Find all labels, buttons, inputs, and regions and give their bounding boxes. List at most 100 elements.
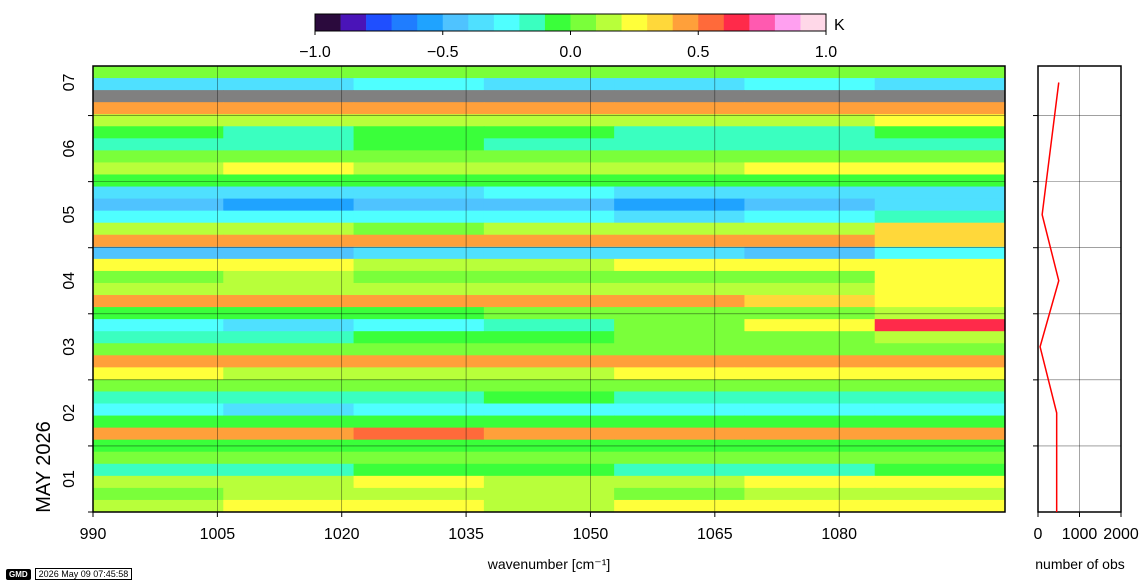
heatmap-cell bbox=[744, 90, 876, 103]
colorbar-swatch bbox=[493, 14, 520, 31]
heatmap-cell bbox=[874, 270, 1006, 284]
heatmap-cell bbox=[614, 90, 745, 103]
heatmap-cell bbox=[223, 174, 355, 188]
heatmap-cell bbox=[483, 186, 615, 200]
heatmap-cell bbox=[93, 222, 224, 236]
heatmap-cell bbox=[483, 475, 615, 489]
heatmap-cell bbox=[874, 451, 1006, 465]
heatmap-cell bbox=[483, 174, 615, 188]
heatmap-cell bbox=[744, 427, 876, 441]
heatmap-cell bbox=[483, 198, 615, 212]
heatmap-cell bbox=[874, 331, 1006, 344]
colorbar-swatch bbox=[417, 14, 444, 31]
colorbar-swatch bbox=[442, 14, 469, 31]
heatmap-cell bbox=[223, 295, 355, 308]
heatmap-cell bbox=[483, 319, 615, 332]
heatmap-cell bbox=[93, 66, 224, 79]
heatmap-cell bbox=[874, 78, 1006, 91]
heatmap-cell bbox=[93, 427, 224, 441]
y-tick-label: 03 bbox=[61, 338, 78, 356]
heatmap-cell bbox=[614, 246, 745, 260]
heatmap-cell bbox=[483, 210, 615, 224]
heatmap-cell bbox=[483, 367, 615, 380]
heatmap-cell bbox=[874, 198, 1006, 212]
heatmap-cell bbox=[744, 210, 876, 224]
heatmap-cell bbox=[744, 102, 876, 115]
heatmap-cell bbox=[614, 114, 745, 127]
heatmap-cell bbox=[744, 186, 876, 200]
heatmap-cell bbox=[93, 367, 224, 380]
heatmap-cell bbox=[353, 343, 485, 356]
heatmap-cell bbox=[483, 307, 615, 320]
heatmap-cell bbox=[223, 162, 355, 175]
colorbar-swatch bbox=[544, 14, 571, 31]
heatmap-cell bbox=[614, 415, 745, 429]
heatmap-cell bbox=[744, 391, 876, 405]
heatmap-cell bbox=[223, 367, 355, 380]
heatmap-cell bbox=[614, 66, 745, 79]
heatmap-cell bbox=[93, 415, 224, 429]
heatmap-cell bbox=[744, 403, 876, 417]
heatmap-cell bbox=[93, 343, 224, 356]
heatmap-cell bbox=[614, 355, 745, 368]
heatmap-cell bbox=[874, 66, 1006, 79]
heatmap-cell bbox=[744, 258, 876, 272]
heatmap-cell bbox=[483, 78, 615, 91]
heatmap-cell bbox=[744, 343, 876, 356]
heatmap-cell bbox=[223, 138, 355, 151]
heatmap-cell bbox=[614, 391, 745, 405]
y-tick-label: 06 bbox=[61, 140, 78, 158]
heatmap-cell bbox=[614, 174, 745, 188]
heatmap-cell bbox=[353, 270, 485, 284]
heatmap-cell bbox=[223, 270, 355, 284]
heatmap-cell bbox=[614, 282, 745, 296]
x-tick-label: 1065 bbox=[697, 526, 733, 543]
heatmap-cell bbox=[353, 415, 485, 429]
heatmap-cell bbox=[744, 78, 876, 91]
heatmap-cell bbox=[223, 246, 355, 260]
heatmap-cell bbox=[353, 78, 485, 91]
heatmap-cell bbox=[223, 258, 355, 272]
colorbar-swatch bbox=[391, 14, 418, 31]
heatmap-cell bbox=[223, 343, 355, 356]
heatmap-cell bbox=[744, 222, 876, 236]
colorbar-swatch bbox=[315, 14, 341, 31]
heatmap-cell bbox=[93, 379, 224, 392]
heatmap-cell bbox=[874, 463, 1006, 477]
heatmap-cell bbox=[223, 319, 355, 332]
heatmap-cell bbox=[353, 66, 485, 79]
heatmap-cell bbox=[353, 282, 485, 296]
heatmap-cell bbox=[744, 487, 876, 501]
obs-axis-label: number of obs bbox=[1035, 556, 1125, 572]
heatmap-cell bbox=[93, 307, 224, 320]
heatmap-cell bbox=[223, 487, 355, 501]
heatmap-cell bbox=[93, 78, 224, 91]
heatmap-cell bbox=[353, 246, 485, 260]
heatmap-cell bbox=[93, 391, 224, 405]
heatmap-cell bbox=[93, 174, 224, 188]
heatmap-cell bbox=[874, 138, 1006, 151]
heatmap-cell bbox=[483, 403, 615, 417]
heatmap-cell bbox=[744, 270, 876, 284]
heatmap-cell bbox=[93, 210, 224, 224]
heatmap-cell bbox=[353, 427, 485, 441]
colorbar-swatch bbox=[672, 14, 699, 31]
heatmap-cell bbox=[874, 90, 1006, 103]
heatmap-cell bbox=[353, 295, 485, 308]
obs-x-tick-label: 1000 bbox=[1062, 526, 1098, 543]
footer-stamp: GMD 2026 May 09 07:45:58 bbox=[6, 568, 133, 580]
heatmap-cell bbox=[614, 487, 745, 501]
heatmap-cell bbox=[614, 295, 745, 308]
heatmap-cell bbox=[223, 403, 355, 417]
colorbar-tick-label: 0.0 bbox=[559, 44, 581, 61]
heatmap-cell bbox=[744, 126, 876, 139]
obs-x-tick-label: 2000 bbox=[1103, 526, 1139, 543]
heatmap-cell bbox=[353, 367, 485, 380]
heatmap-cell bbox=[614, 319, 745, 332]
heatmap-cell bbox=[874, 162, 1006, 175]
colorbar-swatch bbox=[800, 14, 827, 31]
colorbar-swatch bbox=[698, 14, 725, 31]
heatmap-cell bbox=[223, 126, 355, 139]
heatmap-cell bbox=[223, 355, 355, 368]
